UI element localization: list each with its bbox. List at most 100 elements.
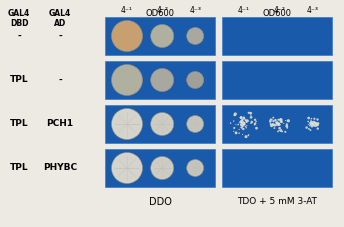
Circle shape (242, 128, 245, 130)
Circle shape (235, 132, 237, 134)
Circle shape (243, 116, 245, 118)
Circle shape (273, 124, 276, 127)
Circle shape (309, 122, 312, 125)
Circle shape (311, 121, 313, 123)
Circle shape (276, 121, 278, 124)
Circle shape (111, 64, 142, 96)
Text: 4⁻³: 4⁻³ (306, 6, 318, 15)
Circle shape (248, 112, 250, 114)
Circle shape (246, 120, 247, 122)
Circle shape (241, 121, 245, 124)
Circle shape (250, 116, 252, 119)
Bar (222, 17, 332, 55)
Circle shape (310, 129, 311, 131)
Circle shape (314, 122, 317, 125)
Circle shape (316, 125, 318, 126)
Circle shape (250, 121, 253, 123)
Circle shape (240, 123, 243, 126)
Circle shape (312, 122, 315, 125)
Text: GAL4
AD: GAL4 AD (49, 9, 71, 28)
Circle shape (151, 69, 174, 91)
Circle shape (314, 121, 315, 123)
Circle shape (279, 118, 282, 121)
Circle shape (241, 125, 243, 126)
Circle shape (307, 117, 310, 119)
Circle shape (278, 124, 280, 126)
Circle shape (245, 121, 247, 123)
Circle shape (281, 121, 283, 123)
Bar (222, 105, 332, 143)
Circle shape (238, 124, 239, 125)
Circle shape (305, 126, 308, 129)
Circle shape (312, 121, 315, 124)
Circle shape (243, 117, 245, 120)
Circle shape (187, 160, 204, 177)
Circle shape (243, 123, 246, 125)
Circle shape (280, 124, 281, 125)
Circle shape (111, 109, 142, 140)
Circle shape (313, 118, 315, 120)
Circle shape (249, 112, 252, 115)
Circle shape (255, 121, 257, 122)
Bar (222, 61, 332, 99)
Circle shape (272, 117, 274, 118)
Circle shape (277, 123, 280, 126)
Circle shape (242, 121, 245, 124)
Circle shape (284, 131, 286, 133)
Circle shape (316, 123, 319, 126)
Circle shape (314, 123, 316, 125)
Circle shape (234, 115, 235, 116)
Circle shape (312, 124, 314, 126)
Circle shape (311, 122, 314, 125)
Text: 4⁻¹: 4⁻¹ (238, 6, 250, 15)
Circle shape (310, 121, 312, 124)
Circle shape (239, 121, 241, 123)
Circle shape (311, 124, 313, 128)
Circle shape (246, 125, 247, 126)
Circle shape (242, 134, 243, 135)
Circle shape (243, 122, 245, 124)
Circle shape (187, 72, 204, 89)
Text: 4⁻²: 4⁻² (273, 6, 285, 15)
Circle shape (234, 114, 236, 116)
Circle shape (269, 120, 272, 123)
Circle shape (270, 118, 272, 121)
Text: GAL4
DBD: GAL4 DBD (8, 9, 30, 28)
Text: OD600: OD600 (262, 9, 291, 18)
Text: 4⁻³: 4⁻³ (189, 6, 201, 15)
Circle shape (276, 125, 278, 126)
Bar (105, 61, 215, 99)
Circle shape (283, 123, 284, 124)
Circle shape (310, 124, 311, 125)
Circle shape (277, 123, 280, 126)
Circle shape (316, 118, 319, 121)
Text: TPL: TPL (10, 119, 28, 128)
Text: TPL: TPL (10, 163, 28, 173)
Circle shape (111, 153, 142, 183)
Circle shape (285, 125, 288, 128)
Circle shape (250, 115, 251, 116)
Circle shape (248, 134, 249, 135)
Circle shape (254, 124, 255, 126)
Circle shape (241, 127, 243, 129)
Circle shape (247, 135, 249, 136)
Circle shape (286, 123, 288, 125)
Circle shape (316, 123, 319, 126)
Circle shape (280, 120, 282, 123)
Circle shape (151, 25, 174, 47)
Circle shape (230, 122, 232, 124)
Bar (105, 105, 215, 143)
Circle shape (281, 130, 282, 131)
Circle shape (243, 123, 246, 126)
Circle shape (274, 119, 277, 121)
Circle shape (243, 123, 245, 124)
Circle shape (240, 116, 243, 119)
Text: OD600: OD600 (146, 9, 174, 18)
Circle shape (272, 123, 274, 125)
Circle shape (272, 119, 273, 120)
Circle shape (238, 132, 240, 134)
Circle shape (235, 131, 237, 134)
Circle shape (233, 131, 234, 132)
Circle shape (287, 127, 288, 129)
Circle shape (241, 125, 244, 127)
